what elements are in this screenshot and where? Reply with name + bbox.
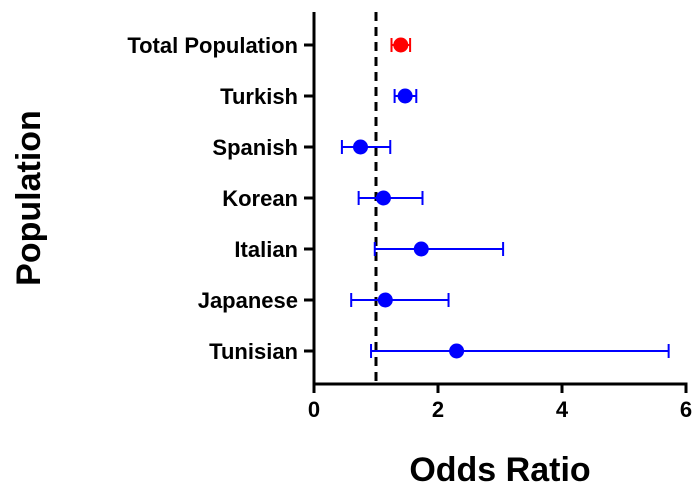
data-point [449,343,465,359]
data-point [375,190,391,206]
x-tick-label: 4 [556,397,569,422]
category-label: Tunisian [209,339,298,364]
category-label: Spanish [212,135,298,160]
data-point [377,292,393,308]
category-label: Total Population [127,33,298,58]
y-axis-title: Population [10,110,48,286]
category-label: Japanese [198,288,298,313]
category-label: Korean [222,186,298,211]
x-tick-label: 2 [432,397,444,422]
data-point [397,88,413,104]
labels: Total Population Turkish Spanish Korean Ital… [127,33,298,364]
category-label: Italian [234,237,298,262]
x-tick-label: 6 [680,397,692,422]
x-tick-label: 0 [308,397,320,422]
data-point [353,139,368,155]
x-axis-title: Odds Ratio [409,451,590,489]
marks [340,37,670,359]
data-point [413,241,429,257]
category-label: Turkish [220,84,298,109]
axes: 0 2 4 6 [304,12,692,422]
data-point [393,37,409,53]
